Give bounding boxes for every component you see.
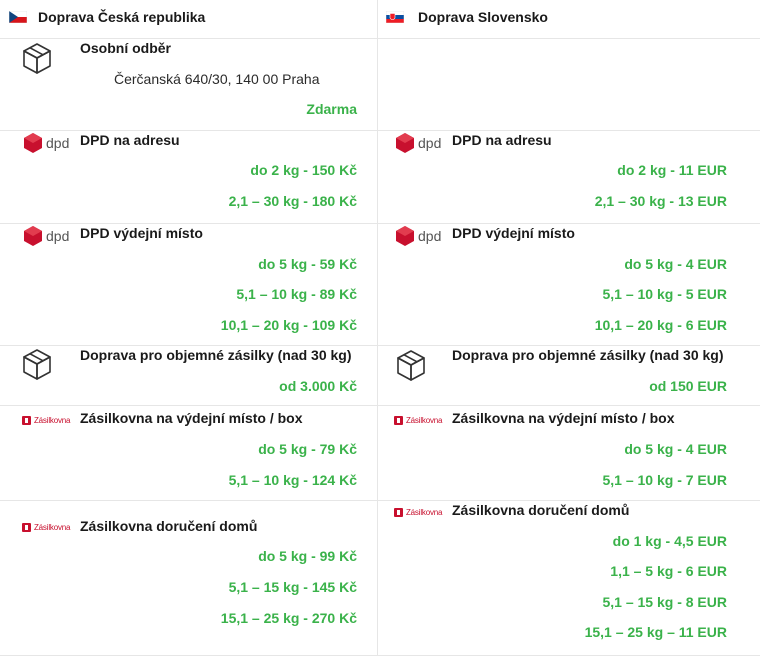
- shipping-option-title: DPD výdejní místo: [80, 225, 203, 241]
- package-box-icon: [23, 349, 51, 380]
- shipping-price: 15,1 – 25 kg - 270 Kč: [220, 610, 357, 626]
- zasilkovna-logo-icon: Zásilkovna: [394, 416, 442, 425]
- shipping-option-title: DPD výdejní místo: [452, 225, 575, 241]
- shipping-price: do 5 kg - 99 Kč: [258, 548, 357, 564]
- package-box-icon: [397, 350, 425, 381]
- shipping-option-title: DPD na adresu: [452, 132, 552, 148]
- shipping-price: 5,1 – 10 kg - 7 EUR: [602, 472, 727, 488]
- shipping-price: Zdarma: [306, 101, 357, 117]
- shipping-option-row: Zásilkovna Zásilkovna doručení domů do 5…: [0, 501, 377, 656]
- shipping-price: 10,1 – 20 kg - 6 EUR: [594, 317, 727, 333]
- shipping-price: 5,1 – 10 kg - 89 Kč: [236, 286, 357, 302]
- zasilkovna-logo-icon: Zásilkovna: [22, 416, 70, 425]
- shipping-price: 5,1 – 10 kg - 124 Kč: [228, 472, 357, 488]
- dpd-logo-icon: dpd: [22, 132, 74, 154]
- shipping-option-title: Zásilkovna doručení domů: [452, 502, 630, 518]
- column-title: Doprava Česká republika: [38, 9, 206, 25]
- shipping-column-slovakia: Doprava Slovensko dpd DPD na adresu do 2…: [378, 0, 760, 656]
- shipping-price: 5,1 – 15 kg - 8 EUR: [602, 594, 727, 610]
- pickup-address: Čerčanská 640/30, 140 00 Praha: [114, 71, 320, 87]
- shipping-option-row: Zásilkovna Zásilkovna doručení domů do 1…: [378, 501, 760, 656]
- column-title: Doprava Slovensko: [418, 9, 548, 25]
- shipping-price: do 5 kg - 4 EUR: [624, 256, 727, 272]
- shipping-option-row: Doprava pro objemné zásilky (nad 30 kg) …: [378, 346, 760, 406]
- shipping-column-czech: Doprava Česká republika Osobní odběr Čer…: [0, 0, 378, 656]
- empty-row: [378, 39, 760, 131]
- shipping-option-row: dpd DPD výdejní místo do 5 kg - 59 Kč 5,…: [0, 224, 377, 346]
- column-header: Doprava Slovensko: [378, 0, 760, 39]
- shipping-option-title: Zásilkovna doručení domů: [80, 518, 258, 534]
- czech-flag-icon: [9, 11, 27, 23]
- dpd-logo-icon: dpd: [394, 132, 446, 154]
- svg-text:dpd: dpd: [418, 135, 441, 151]
- shipping-price: do 1 kg - 4,5 EUR: [612, 533, 727, 549]
- shipping-price: 1,1 – 5 kg - 6 EUR: [610, 563, 727, 579]
- svg-text:dpd: dpd: [46, 135, 69, 151]
- shipping-price: 5,1 – 10 kg - 5 EUR: [602, 286, 727, 302]
- shipping-option-row: dpd DPD na adresu do 2 kg - 150 Kč 2,1 –…: [0, 131, 377, 224]
- shipping-option-row: dpd DPD na adresu do 2 kg - 11 EUR 2,1 –…: [378, 131, 760, 224]
- zasilkovna-logo-icon: Zásilkovna: [394, 508, 442, 517]
- shipping-price: od 150 EUR: [649, 378, 727, 394]
- shipping-price: 5,1 – 15 kg - 145 Kč: [228, 579, 357, 595]
- shipping-option-row: Zásilkovna Zásilkovna na výdejní místo /…: [378, 406, 760, 501]
- shipping-price: 2,1 – 30 kg - 13 EUR: [594, 193, 727, 209]
- shipping-price: 15,1 – 25 kg – 11 EUR: [584, 624, 727, 640]
- svg-text:dpd: dpd: [46, 228, 69, 244]
- shipping-option-title: Doprava pro objemné zásilky (nad 30 kg): [452, 347, 724, 363]
- shipping-price: do 2 kg - 150 Kč: [250, 162, 357, 178]
- zasilkovna-logo-icon: Zásilkovna: [22, 523, 70, 532]
- shipping-option-row: dpd DPD výdejní místo do 5 kg - 4 EUR 5,…: [378, 224, 760, 346]
- shipping-price: 10,1 – 20 kg - 109 Kč: [220, 317, 357, 333]
- column-header: Doprava Česká republika: [0, 0, 377, 39]
- dpd-logo-icon: dpd: [22, 225, 74, 247]
- shipping-option-row: Osobní odběr Čerčanská 640/30, 140 00 Pr…: [0, 39, 377, 131]
- shipping-option-title: Doprava pro objemné zásilky (nad 30 kg): [80, 347, 352, 363]
- shipping-option-title: Zásilkovna na výdejní místo / box: [80, 410, 303, 426]
- shipping-price: do 5 kg - 79 Kč: [258, 441, 357, 457]
- shipping-option-title: DPD na adresu: [80, 132, 180, 148]
- shipping-price: od 3.000 Kč: [279, 378, 357, 394]
- shipping-option-title: Osobní odběr: [80, 40, 171, 56]
- shipping-option-row: Doprava pro objemné zásilky (nad 30 kg) …: [0, 346, 377, 406]
- shipping-option-title: Zásilkovna na výdejní místo / box: [452, 410, 675, 426]
- shipping-option-row: Zásilkovna Zásilkovna na výdejní místo /…: [0, 406, 377, 501]
- dpd-logo-icon: dpd: [394, 225, 446, 247]
- package-box-icon: [23, 43, 51, 74]
- svg-text:dpd: dpd: [418, 228, 441, 244]
- shipping-price: do 2 kg - 11 EUR: [617, 162, 727, 178]
- slovak-flag-icon: [386, 11, 404, 23]
- shipping-price: do 5 kg - 59 Kč: [258, 256, 357, 272]
- shipping-price: do 5 kg - 4 EUR: [624, 441, 727, 457]
- shipping-price: 2,1 – 30 kg - 180 Kč: [228, 193, 357, 209]
